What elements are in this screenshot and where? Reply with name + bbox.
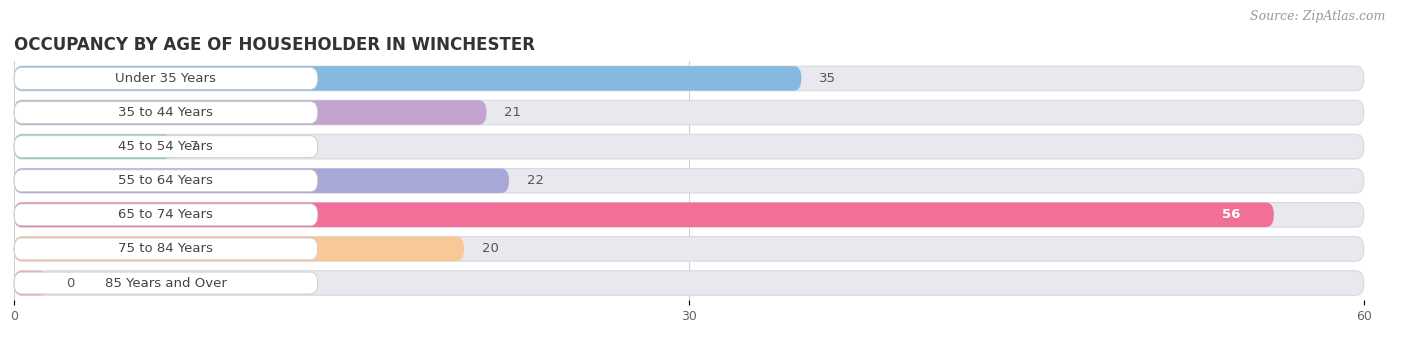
FancyBboxPatch shape	[14, 237, 464, 261]
Text: 20: 20	[482, 242, 499, 255]
FancyBboxPatch shape	[14, 136, 318, 158]
FancyBboxPatch shape	[14, 66, 801, 91]
Text: 35: 35	[820, 72, 837, 85]
Text: 85 Years and Over: 85 Years and Over	[105, 277, 226, 290]
FancyBboxPatch shape	[14, 238, 318, 260]
FancyBboxPatch shape	[14, 134, 1364, 159]
FancyBboxPatch shape	[14, 68, 318, 89]
Text: OCCUPANCY BY AGE OF HOUSEHOLDER IN WINCHESTER: OCCUPANCY BY AGE OF HOUSEHOLDER IN WINCH…	[14, 36, 536, 54]
Text: 35 to 44 Years: 35 to 44 Years	[118, 106, 214, 119]
FancyBboxPatch shape	[14, 271, 1364, 295]
FancyBboxPatch shape	[14, 271, 48, 295]
Text: 56: 56	[1222, 208, 1240, 221]
FancyBboxPatch shape	[14, 204, 318, 226]
FancyBboxPatch shape	[14, 203, 1364, 227]
FancyBboxPatch shape	[14, 102, 318, 123]
FancyBboxPatch shape	[14, 237, 1364, 261]
FancyBboxPatch shape	[14, 168, 1364, 193]
Text: 22: 22	[527, 174, 544, 187]
Text: 65 to 74 Years: 65 to 74 Years	[118, 208, 214, 221]
Text: 55 to 64 Years: 55 to 64 Years	[118, 174, 214, 187]
Text: 0: 0	[66, 277, 75, 290]
Text: 21: 21	[505, 106, 522, 119]
FancyBboxPatch shape	[14, 168, 509, 193]
FancyBboxPatch shape	[14, 272, 318, 294]
FancyBboxPatch shape	[14, 134, 172, 159]
FancyBboxPatch shape	[14, 100, 1364, 125]
FancyBboxPatch shape	[14, 66, 1364, 91]
Text: 45 to 54 Years: 45 to 54 Years	[118, 140, 214, 153]
FancyBboxPatch shape	[14, 170, 318, 192]
FancyBboxPatch shape	[14, 203, 1274, 227]
FancyBboxPatch shape	[14, 100, 486, 125]
Text: Source: ZipAtlas.com: Source: ZipAtlas.com	[1250, 10, 1385, 23]
Text: 7: 7	[190, 140, 198, 153]
Text: 75 to 84 Years: 75 to 84 Years	[118, 242, 214, 255]
Text: Under 35 Years: Under 35 Years	[115, 72, 217, 85]
